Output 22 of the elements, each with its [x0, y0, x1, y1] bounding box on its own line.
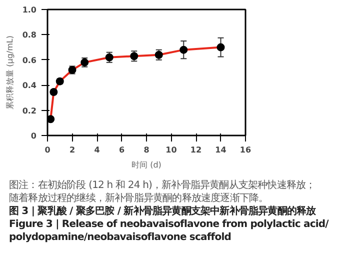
x-tick-label: 12 — [190, 146, 202, 154]
y-tick-label: 0.6 — [22, 56, 37, 65]
y-tick-label: 0.2 — [22, 106, 36, 116]
caption: Figure 3 | Release of neobavaisoflavone from polylactic acid/ — [9, 218, 328, 231]
x-tick-label: 14 — [215, 146, 227, 154]
x-axis-title: 时间 (d) — [132, 160, 162, 170]
x-tick-label: 16 — [240, 146, 252, 154]
y-axis-title: 累积释放量 (μg/mL) — [5, 36, 14, 110]
y-tick-label: 0.8 — [22, 30, 37, 40]
x-tick-label: 6 — [118, 146, 125, 154]
x-tick-label: 2 — [69, 146, 76, 154]
text: polydopamine/neobavaisoflavone scaffold — [9, 231, 232, 244]
y-tick-label: 0.4 — [22, 81, 37, 90]
x-tick-label: 0 — [44, 146, 51, 154]
y-tick-label: 1.0 — [22, 6, 37, 14]
caption: 图 3 | 聚乳酸 / 聚多巴胺 / 新补骨脂异黄酮支架中新补骨脂异黄酮的释放 — [9, 205, 317, 218]
x-tick-label: 8 — [144, 146, 150, 154]
y-tick-label: 0 — [30, 132, 37, 140]
text: 图注：在初始阶段 (12 h 和 24 h)，新补骨脂异黄酮从支架种快速释放； — [9, 179, 316, 192]
text: 随着释放过程的继续，新补骨脂异黄酮的释放速度逐渐下降。 — [9, 192, 270, 205]
x-tick-label: 10 — [166, 146, 178, 154]
x-tick-label: 4 — [94, 146, 100, 154]
